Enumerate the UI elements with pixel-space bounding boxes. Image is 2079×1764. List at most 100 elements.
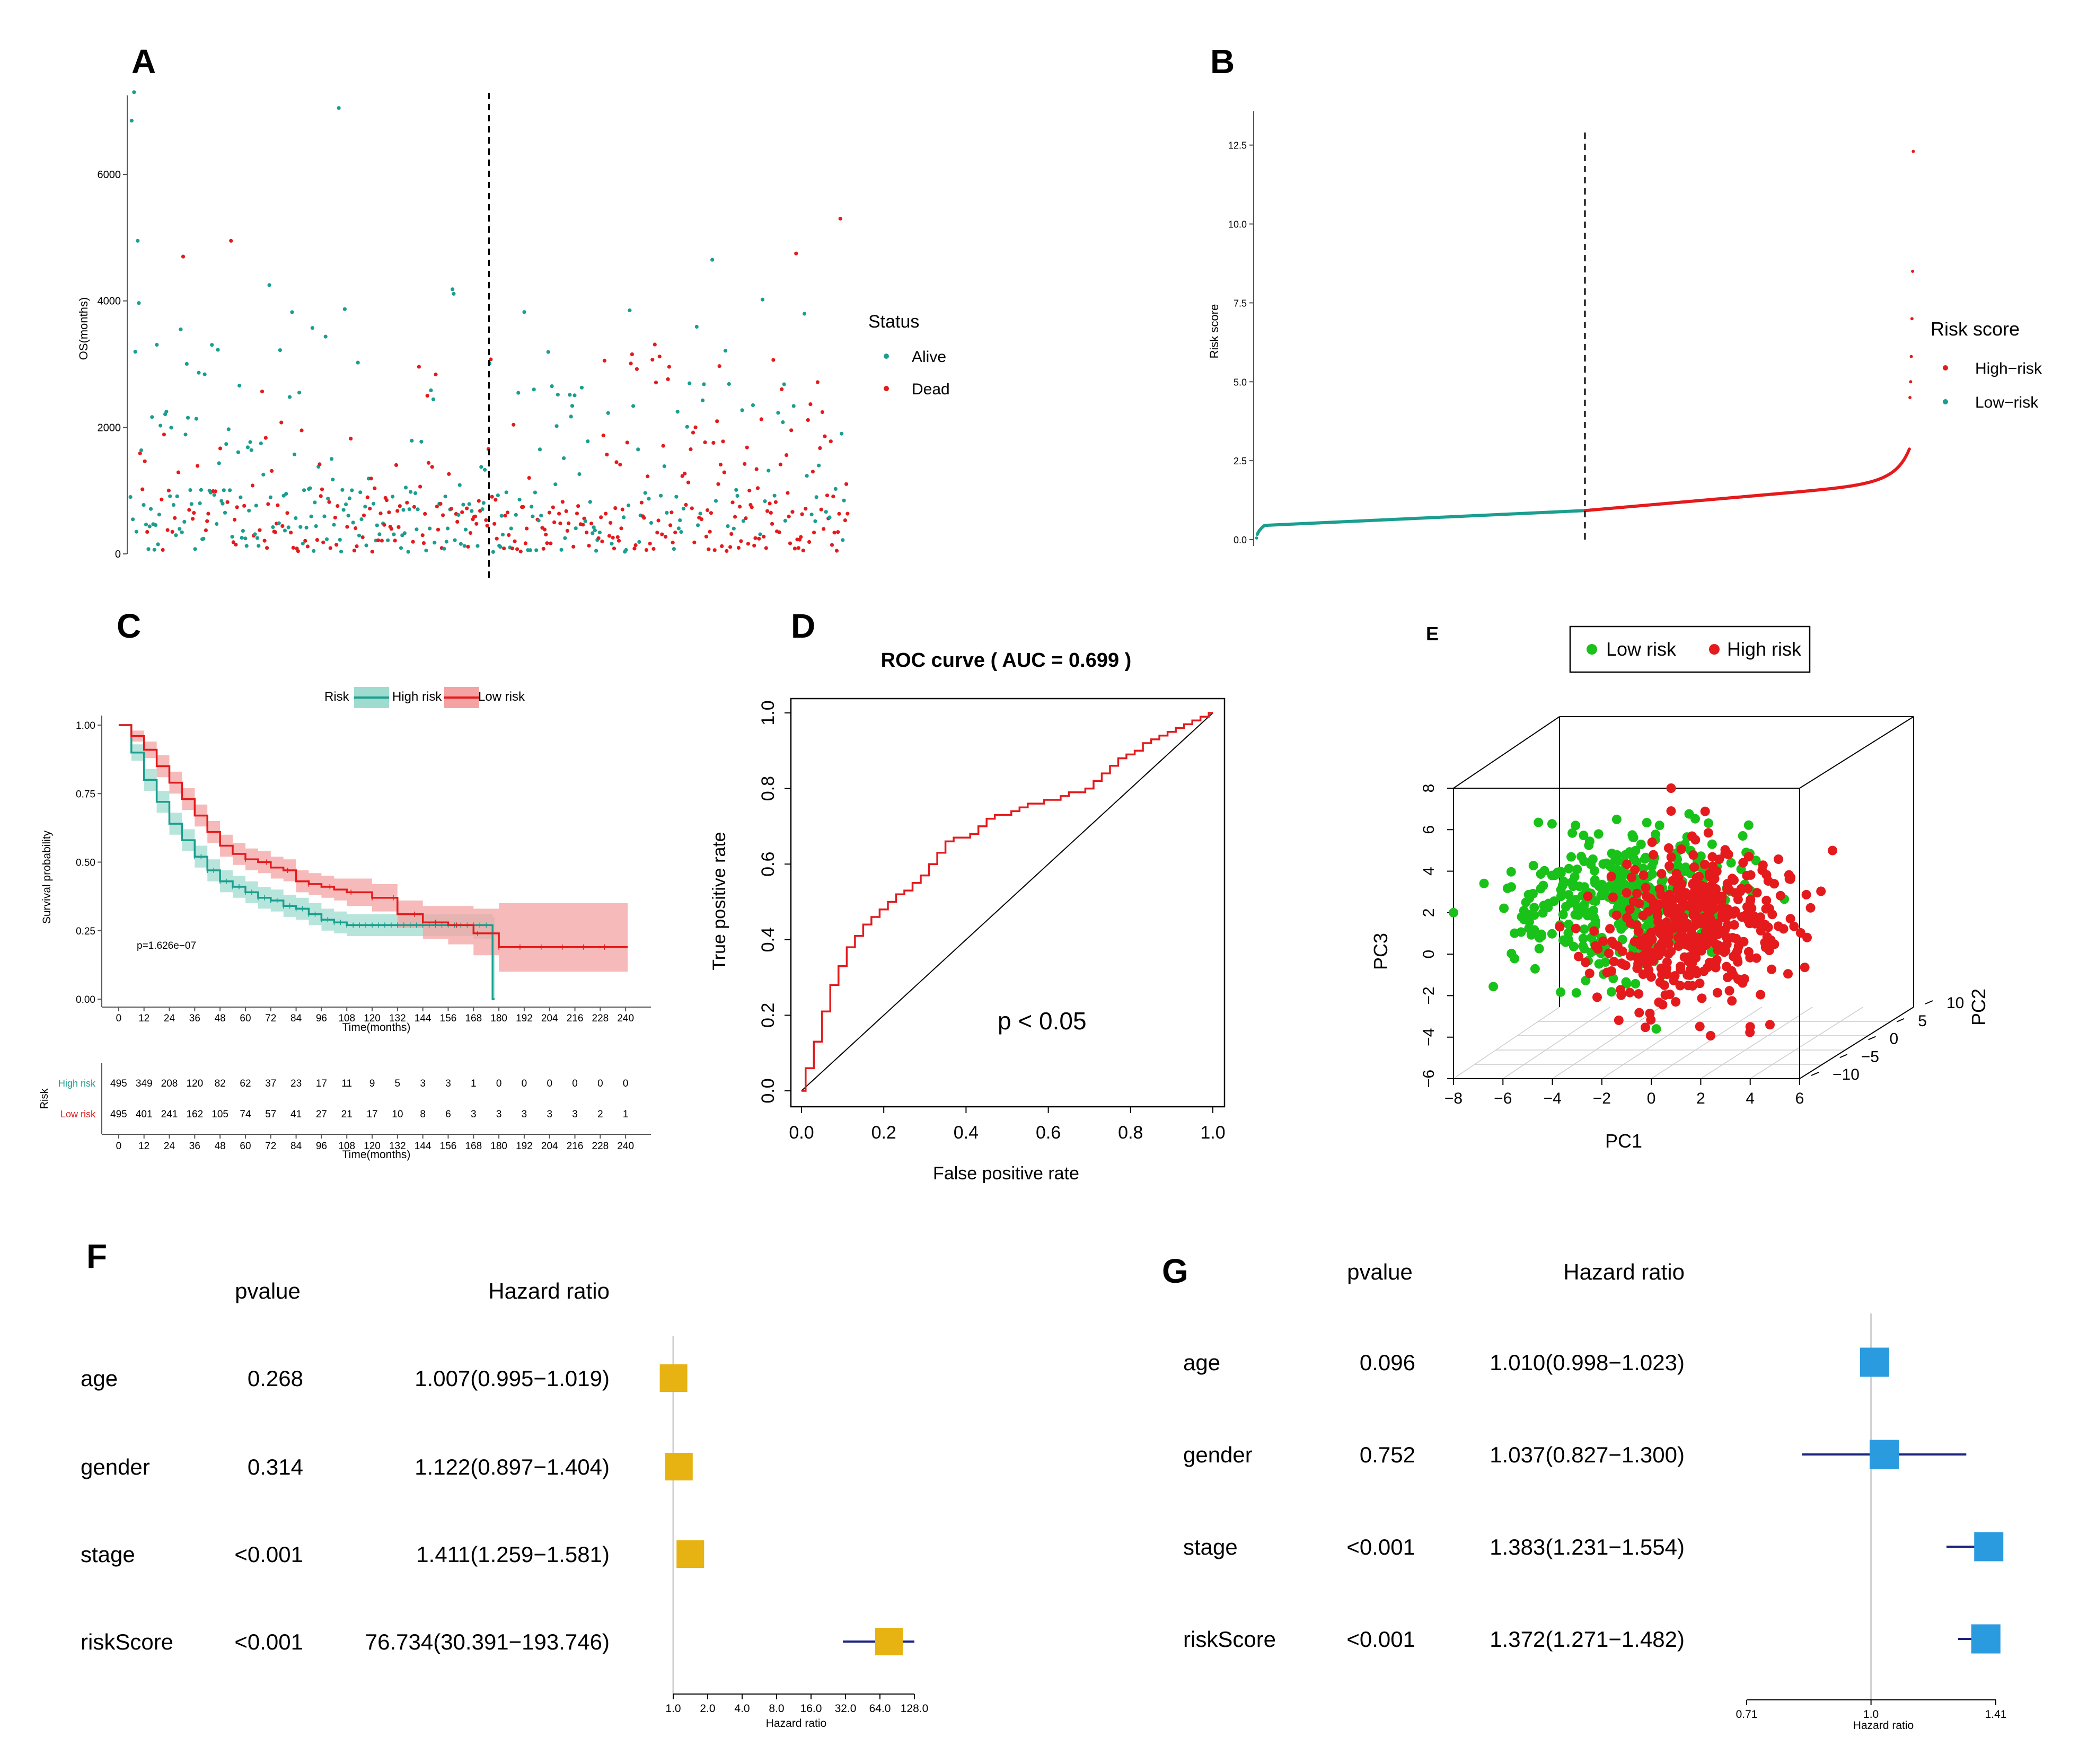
point-dead — [143, 459, 147, 463]
point-alive — [462, 544, 466, 548]
x-tick-label: 144 — [415, 1141, 431, 1152]
point-alive — [194, 417, 198, 421]
point-alive — [244, 544, 249, 548]
point-dead — [398, 504, 402, 508]
point-dead — [560, 500, 565, 504]
y-tick-label: 7.5 — [1234, 298, 1247, 308]
point-dead — [485, 524, 489, 528]
point-high-risk — [1701, 882, 1711, 892]
point-dead — [786, 491, 790, 495]
point-low-risk — [1622, 979, 1632, 989]
point-dead — [466, 544, 470, 549]
x-axis-label: Time(months) — [342, 1021, 411, 1034]
point-high-risk — [1687, 831, 1697, 841]
point-alive — [403, 486, 408, 490]
point-dead — [507, 533, 511, 537]
x-tick-label: 48 — [215, 1013, 226, 1024]
point-high-risk — [1724, 986, 1734, 996]
point-dead — [576, 504, 580, 508]
z-tick-label: 10 — [1946, 994, 1964, 1012]
x-tick-label: 168 — [465, 1141, 482, 1152]
x-tick-label: −8 — [1444, 1090, 1463, 1107]
point-high-risk — [1745, 1022, 1755, 1032]
point-high-risk — [1713, 942, 1723, 952]
x-tick-label: 120 — [364, 1141, 381, 1152]
point-dead — [395, 509, 400, 513]
point-dead — [755, 486, 760, 490]
point-dead — [279, 420, 284, 425]
point-alive — [500, 533, 505, 537]
point-high-risk — [1703, 828, 1713, 838]
point-high-risk — [1800, 963, 1810, 973]
point-alive — [528, 548, 533, 552]
floor-grid-line — [1601, 1007, 1712, 1079]
point-alive — [261, 472, 266, 477]
point-low-risk — [1536, 884, 1546, 894]
point-high-risk — [1908, 396, 1912, 399]
point-alive — [431, 397, 436, 402]
point-dead — [790, 510, 795, 514]
point-alive — [268, 495, 272, 499]
point-dead — [176, 470, 181, 474]
point-high-risk — [1666, 806, 1676, 816]
risk-table-cell: 349 — [136, 1078, 153, 1089]
x-tick-label: −6 — [1494, 1090, 1512, 1107]
point-alive — [392, 532, 396, 536]
point-high-risk — [1649, 897, 1659, 907]
point-dead — [460, 510, 464, 515]
point-alive — [758, 532, 762, 536]
point-dead — [666, 377, 670, 382]
point-alive — [259, 441, 263, 446]
point-dead — [684, 502, 688, 507]
point-alive — [344, 502, 348, 507]
point-dead — [494, 498, 498, 502]
risk-table-cell: 11 — [341, 1078, 352, 1089]
x-tick-label: 36 — [189, 1013, 200, 1024]
z-tick — [1925, 1000, 1933, 1004]
point-dead — [438, 501, 443, 506]
hr-marker — [1974, 1532, 2004, 1562]
risk-table-cell: 1 — [471, 1078, 477, 1089]
point-alive — [224, 442, 228, 446]
point-alive — [199, 488, 203, 492]
z-tick — [1868, 1036, 1876, 1040]
point-alive — [164, 409, 169, 414]
point-high-risk — [1816, 886, 1826, 896]
x-tick-label: 0 — [116, 1141, 122, 1152]
point-low-risk — [1566, 852, 1576, 862]
point-dead — [160, 497, 164, 501]
point-alive — [271, 525, 275, 530]
x-tick-label: 96 — [316, 1013, 327, 1024]
point-alive — [297, 391, 302, 395]
point-alive — [433, 541, 437, 545]
y-tick-label: 0.50 — [76, 858, 95, 869]
risk-table-cell: 3 — [572, 1109, 578, 1120]
point-alive — [304, 525, 309, 530]
row-hazard-ratio-text: 76.734(30.391−193.746) — [365, 1629, 610, 1654]
row-hazard-ratio-text: 1.383(1.231−1.554) — [1490, 1534, 1685, 1559]
point-dead — [213, 489, 218, 493]
y-tick-label: 10.0 — [1228, 219, 1247, 230]
point-dead — [704, 534, 708, 539]
point-dead — [838, 216, 842, 221]
floor-grid-line — [1750, 1007, 1863, 1079]
point-dead — [231, 540, 235, 544]
point-dead — [145, 530, 149, 534]
point-dead — [370, 550, 374, 554]
point-alive — [197, 371, 201, 375]
point-alive — [444, 540, 448, 544]
point-alive — [782, 382, 786, 386]
point-alive — [538, 447, 542, 452]
point-alive — [152, 548, 156, 552]
point-dead — [601, 433, 605, 438]
point-high-risk — [1627, 872, 1636, 883]
point-alive — [479, 465, 483, 469]
x-tick-label: 168 — [465, 1013, 482, 1024]
point-dead — [800, 512, 804, 516]
y-tick-label: 2 — [1420, 909, 1438, 918]
point-dead — [557, 511, 561, 516]
x-tick-label: −4 — [1543, 1090, 1561, 1107]
point-high-risk — [1706, 1031, 1716, 1040]
point-dead — [170, 530, 174, 534]
point-low-risk — [1558, 910, 1568, 920]
